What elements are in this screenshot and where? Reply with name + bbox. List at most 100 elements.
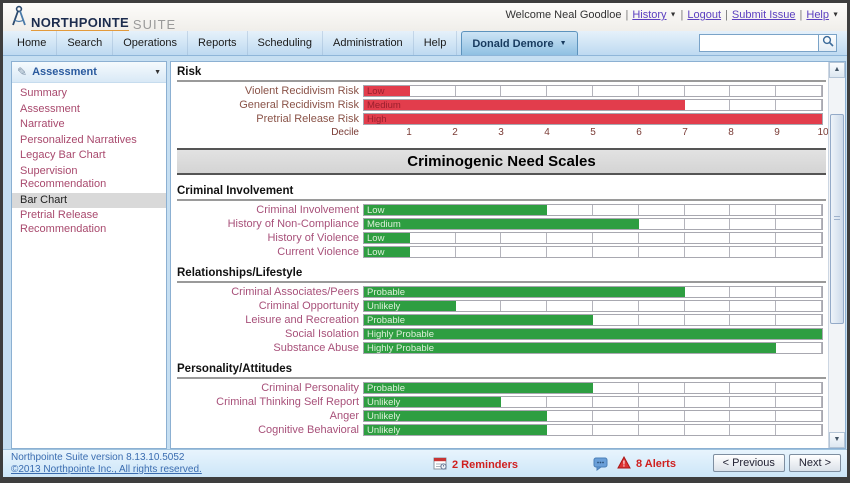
grid-cell xyxy=(776,100,822,110)
alerts-indicator[interactable]: ! 8 Alerts xyxy=(617,455,676,472)
grid-cell xyxy=(639,425,685,435)
grid-cell xyxy=(639,247,685,257)
grid-cell xyxy=(685,247,731,257)
grid-cell xyxy=(593,247,639,257)
search-input[interactable] xyxy=(699,34,819,52)
grid-cell xyxy=(776,86,822,96)
grid-cell xyxy=(547,205,593,215)
axis-tick: 7 xyxy=(682,127,688,138)
chart-row: Violent Recidivism Risk Low xyxy=(177,85,826,97)
bar-level-label: Low xyxy=(367,247,385,257)
chart-section: Risk Violent Recidivism Risk Low General Re… xyxy=(177,66,828,139)
nav-item-reports[interactable]: Reports xyxy=(188,31,248,55)
grid-cell xyxy=(639,233,685,243)
grid-cell xyxy=(730,86,777,96)
grid-cell xyxy=(547,247,593,257)
tab-caret-icon: ▼ xyxy=(559,40,567,47)
main-nav: Home Search Operations Reports Schedulin… xyxy=(3,31,847,56)
search-button[interactable] xyxy=(819,34,837,52)
reminders-label: 2 Reminders xyxy=(452,458,519,471)
version-line: Northpointe Suite version 8.13.10.5052 xyxy=(11,452,185,463)
bar: Probable xyxy=(364,287,685,297)
bar: Unlikely xyxy=(364,301,456,311)
history-link[interactable]: History xyxy=(632,9,667,21)
bar: Probable xyxy=(364,383,593,393)
next-button[interactable]: Next > xyxy=(788,454,841,472)
submit-issue-link[interactable]: Submit Issue xyxy=(731,9,796,21)
scroll-up-icon[interactable]: ▲ xyxy=(829,62,845,78)
bar: Highly Probable xyxy=(364,329,822,339)
section-title: Risk xyxy=(177,66,826,82)
bar: Low xyxy=(364,86,410,96)
scroll-down-icon[interactable]: ▼ xyxy=(829,432,845,448)
grid-cell xyxy=(593,411,639,421)
grid-cell xyxy=(547,397,593,407)
chart-row: History of Violence Low xyxy=(177,232,826,244)
sidebar-item-narrative[interactable]: Narrative xyxy=(20,118,65,130)
row-grid: Probable xyxy=(363,286,823,298)
history-caret-icon[interactable]: ▼ xyxy=(669,11,677,19)
previous-button[interactable]: < Previous xyxy=(712,454,785,472)
sidebar-caret-icon[interactable]: ▼ xyxy=(154,68,161,76)
tab-donald-demore[interactable]: Donald Demore ▼ xyxy=(461,31,578,55)
chart-area: Risk Violent Recidivism Risk Low General Re… xyxy=(171,62,828,448)
grid-cell xyxy=(639,383,685,393)
nav-item-help[interactable]: Help xyxy=(414,31,458,55)
grid-cell xyxy=(685,315,731,325)
messages-indicator[interactable] xyxy=(593,457,613,474)
logout-link[interactable]: Logout xyxy=(687,9,722,21)
sidebar-item-personalized-narratives[interactable]: Personalized Narratives xyxy=(20,133,137,146)
reminders-indicator[interactable]: 2 Reminders xyxy=(433,456,518,473)
nav-item-operations[interactable]: Operations xyxy=(113,31,189,55)
nav-item-administration[interactable]: Administration xyxy=(323,31,414,55)
sidebar-header[interactable]: ✎ Assessment ▼ xyxy=(12,62,166,83)
row-label: Criminal Associates/Peers xyxy=(231,286,359,298)
sidebar-item-supervision-recommendation[interactable]: Supervision Recommendation xyxy=(20,164,107,191)
sidebar-item-pretrial-release-recommendation[interactable]: Pretrial Release Recommendation xyxy=(20,209,107,235)
bar-level-label: Unlikely xyxy=(367,411,401,421)
grid-cell xyxy=(685,287,731,297)
axis-tick: 4 xyxy=(544,127,550,138)
grid-cell xyxy=(456,233,502,243)
sidebar-item-assessment[interactable]: Assessment xyxy=(20,102,80,115)
nav-item-scheduling[interactable]: Scheduling xyxy=(248,31,323,55)
sidebar-item-bar-chart[interactable]: Bar Chart xyxy=(12,192,166,208)
scrollbar-grip xyxy=(834,216,840,222)
axis-tick: 10 xyxy=(817,127,828,138)
pager-buttons: < Previous Next > xyxy=(712,454,841,472)
grid-cell xyxy=(776,301,822,311)
scrollbar-thumb[interactable] xyxy=(830,114,844,324)
criminogenic-need-scales-banner: Criminogenic Need Scales xyxy=(177,148,826,175)
help-link[interactable]: Help xyxy=(806,9,829,21)
chart-row: Current Violence Low xyxy=(177,246,826,258)
nav-item-search[interactable]: Search xyxy=(57,31,114,55)
sidebar-item-summary[interactable]: Summary xyxy=(20,87,68,99)
welcome-text: Welcome Neal Goodloe xyxy=(505,9,622,21)
grid-cell xyxy=(685,397,731,407)
brand-suffix: SUITE xyxy=(132,17,177,32)
bar-level-label: Highly Probable xyxy=(367,343,435,353)
sidebar-item-legacy-bar-chart[interactable]: Legacy Bar Chart xyxy=(20,149,106,161)
row-grid: Unlikely xyxy=(363,424,823,436)
copyright-line[interactable]: ©2013 Northpointe Inc., All rights reser… xyxy=(11,464,202,475)
nav-item-home[interactable]: Home xyxy=(7,31,58,55)
row-label: Criminal Involvement xyxy=(256,204,359,216)
grid-cell xyxy=(547,233,593,243)
chart-row: Pretrial Release Risk High xyxy=(177,113,826,125)
grid-cell xyxy=(501,233,548,243)
chart-section: Relationships/Lifestyle Criminal Associat… xyxy=(177,267,826,354)
row-grid: High xyxy=(363,113,823,125)
grid-cell xyxy=(593,233,639,243)
help-caret-icon[interactable]: ▼ xyxy=(832,11,839,19)
bar-level-label: Probable xyxy=(367,315,406,325)
row-label: Pretrial Release Risk xyxy=(256,113,359,125)
row-grid: Highly Probable xyxy=(363,342,823,354)
row-label: Anger xyxy=(329,410,359,422)
pencil-icon: ✎ xyxy=(17,65,28,79)
main-panel: Risk Violent Recidivism Risk Low General Re… xyxy=(170,61,846,449)
vertical-scrollbar[interactable]: ▲ ▼ xyxy=(828,62,845,448)
bar-level-label: Medium xyxy=(367,100,401,110)
bar-level-label: Unlikely xyxy=(367,301,401,311)
grid-cell xyxy=(776,343,822,353)
bar: Unlikely xyxy=(364,397,502,407)
